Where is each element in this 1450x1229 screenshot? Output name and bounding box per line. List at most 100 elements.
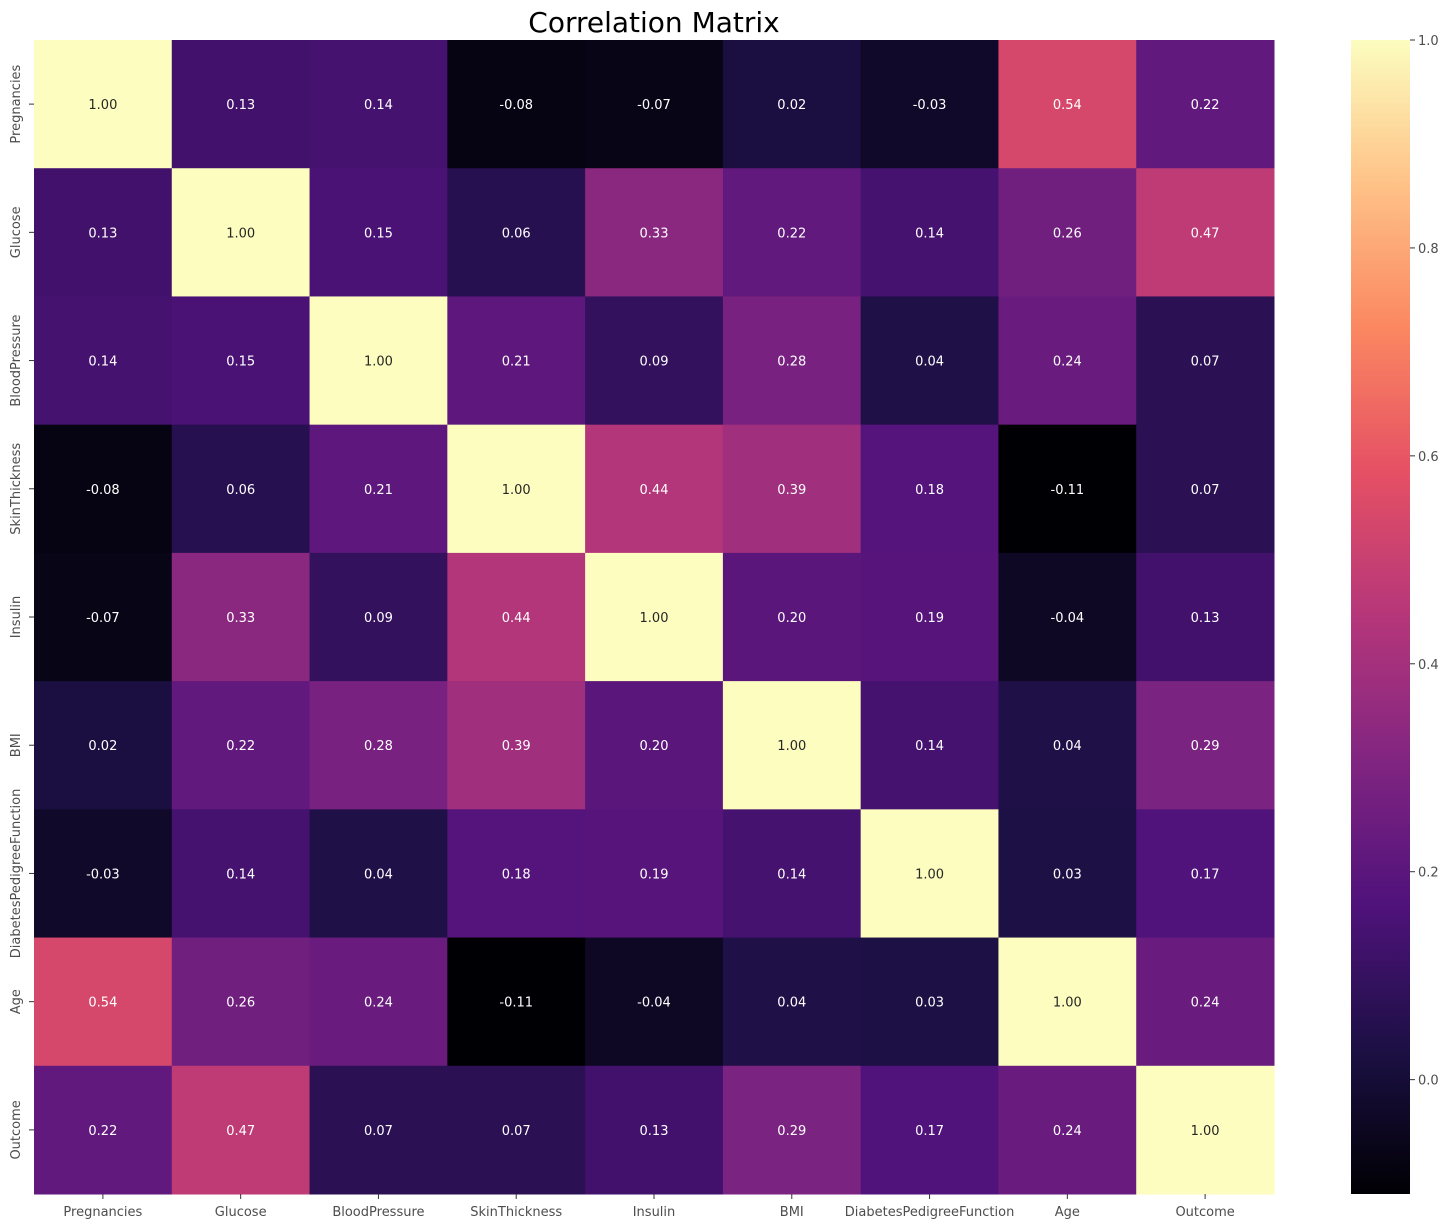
heatmap-cell bbox=[1136, 552, 1275, 682]
cell-value-label: 0.06 bbox=[226, 483, 255, 498]
heatmap-cell bbox=[722, 809, 862, 939]
heatmap-cell bbox=[860, 296, 999, 426]
heatmap-cell bbox=[585, 809, 724, 939]
heatmap-cell bbox=[860, 1065, 999, 1195]
cell-value-label: 0.04 bbox=[915, 355, 944, 370]
heatmap-cell bbox=[171, 681, 311, 810]
cell-value-label: 0.04 bbox=[777, 996, 806, 1011]
heatmap-cell bbox=[585, 937, 724, 1067]
cell-value-label: 0.17 bbox=[1191, 867, 1220, 882]
cell-value-label: -0.03 bbox=[86, 867, 120, 882]
heatmap-cell bbox=[309, 296, 448, 426]
colorbar: 0.0 0.2 0.4 0.6 0.8 1.0 bbox=[1351, 34, 1439, 1194]
cell-value-label: 0.54 bbox=[88, 996, 117, 1011]
y-tick-label: Glucose bbox=[9, 206, 24, 258]
cell-value-label: 0.07 bbox=[1191, 483, 1220, 498]
heatmap-cell bbox=[171, 40, 311, 169]
cell-value-label: 0.39 bbox=[502, 739, 531, 754]
cell-value-label: -0.08 bbox=[499, 98, 533, 113]
x-tick-label: BMI bbox=[780, 1205, 804, 1220]
heatmap-cell bbox=[34, 296, 173, 426]
heatmap-cell bbox=[722, 168, 862, 297]
heatmap-cell bbox=[309, 937, 448, 1067]
cell-value-label: 0.02 bbox=[88, 739, 117, 754]
colorbar-gradient bbox=[1351, 40, 1410, 1194]
heatmap-cell bbox=[447, 1065, 586, 1195]
cell-value-label: 0.18 bbox=[502, 867, 531, 882]
cell-value-label: 0.33 bbox=[226, 611, 255, 626]
cell-value-label: 0.28 bbox=[364, 739, 393, 754]
heatmap-cell bbox=[722, 681, 862, 810]
heatmap-cell bbox=[1136, 681, 1275, 810]
cell-value-label: 0.26 bbox=[1053, 226, 1082, 241]
x-tick-label: DiabetesPedigreeFunction bbox=[845, 1205, 1015, 1220]
heatmap-cell bbox=[34, 40, 173, 169]
heatmap-cell bbox=[34, 809, 173, 939]
heatmap-cell bbox=[447, 168, 586, 297]
cell-value-label: 0.04 bbox=[1053, 739, 1082, 754]
heatmap-cell bbox=[447, 424, 586, 554]
heatmap-cell bbox=[998, 168, 1137, 297]
heatmap-cell bbox=[447, 296, 586, 426]
heatmap-cell bbox=[171, 424, 311, 554]
cell-value-label: 0.14 bbox=[915, 739, 944, 754]
y-tick-label: Insulin bbox=[9, 596, 24, 639]
cell-value-label: 0.03 bbox=[1053, 867, 1082, 882]
heatmap-cell bbox=[585, 168, 724, 297]
cell-value-label: 0.18 bbox=[915, 483, 944, 498]
cell-value-label: 1.00 bbox=[502, 483, 531, 498]
heatmap-cell bbox=[998, 681, 1137, 810]
cell-value-label: 1.00 bbox=[915, 867, 944, 882]
cell-value-label: 0.44 bbox=[640, 483, 669, 498]
heatmap-cell bbox=[309, 681, 448, 810]
cell-value-label: -0.04 bbox=[637, 996, 671, 1011]
heatmap-cell bbox=[998, 552, 1137, 682]
cell-value-label: 0.06 bbox=[502, 226, 531, 241]
heatmap-cell bbox=[171, 809, 311, 939]
cell-value-label: 0.15 bbox=[364, 226, 393, 241]
cell-value-label: 0.24 bbox=[1191, 996, 1220, 1011]
cell-value-label: 1.00 bbox=[226, 226, 255, 241]
cell-value-label: 0.17 bbox=[915, 1124, 944, 1139]
cell-value-label: 0.33 bbox=[640, 226, 669, 241]
heatmap-cell bbox=[34, 552, 173, 682]
cell-value-label: 0.19 bbox=[915, 611, 944, 626]
heatmap-cell bbox=[860, 937, 999, 1067]
x-tick-label: Insulin bbox=[633, 1205, 676, 1220]
x-tick-label: BloodPressure bbox=[332, 1205, 424, 1220]
cell-value-label: 0.47 bbox=[226, 1124, 255, 1139]
colorbar-tick-label: 0.4 bbox=[1418, 658, 1439, 673]
heatmap-cell bbox=[1136, 809, 1275, 939]
cell-value-label: 0.54 bbox=[1053, 98, 1082, 113]
cell-value-label: 0.39 bbox=[777, 483, 806, 498]
y-tick-label: Outcome bbox=[9, 1100, 24, 1159]
cell-value-label: 0.09 bbox=[364, 611, 393, 626]
heatmap-cell bbox=[34, 424, 173, 554]
cell-value-label: 1.00 bbox=[1191, 1124, 1220, 1139]
cell-value-label: -0.03 bbox=[913, 98, 947, 113]
heatmap-cell bbox=[860, 809, 999, 939]
cell-value-label: 0.21 bbox=[364, 483, 393, 498]
heatmap-cell bbox=[998, 296, 1137, 426]
heatmap-cell bbox=[1136, 424, 1275, 554]
cell-value-label: -0.11 bbox=[499, 996, 533, 1011]
cell-value-label: 0.09 bbox=[640, 355, 669, 370]
cell-value-label: 0.22 bbox=[777, 226, 806, 241]
cell-value-label: 0.22 bbox=[1191, 98, 1220, 113]
heatmap-cell bbox=[171, 552, 311, 682]
heatmap-cell bbox=[34, 937, 173, 1067]
cell-value-label: 0.02 bbox=[777, 98, 806, 113]
cell-value-label: 0.22 bbox=[226, 739, 255, 754]
heatmap-cell bbox=[171, 296, 311, 426]
cell-value-label: -0.08 bbox=[86, 483, 120, 498]
cell-value-label: -0.04 bbox=[1051, 611, 1085, 626]
x-tick-label: Pregnancies bbox=[63, 1205, 142, 1220]
cell-value-label: 1.00 bbox=[1053, 996, 1082, 1011]
heatmap-cell bbox=[860, 40, 999, 169]
cell-value-label: 0.15 bbox=[226, 355, 255, 370]
heatmap-cell bbox=[447, 809, 586, 939]
cell-value-label: 0.13 bbox=[1191, 611, 1220, 626]
y-tick-label: BloodPressure bbox=[9, 314, 24, 406]
x-tick-label: Age bbox=[1055, 1205, 1080, 1220]
cell-value-label: 0.13 bbox=[226, 98, 255, 113]
